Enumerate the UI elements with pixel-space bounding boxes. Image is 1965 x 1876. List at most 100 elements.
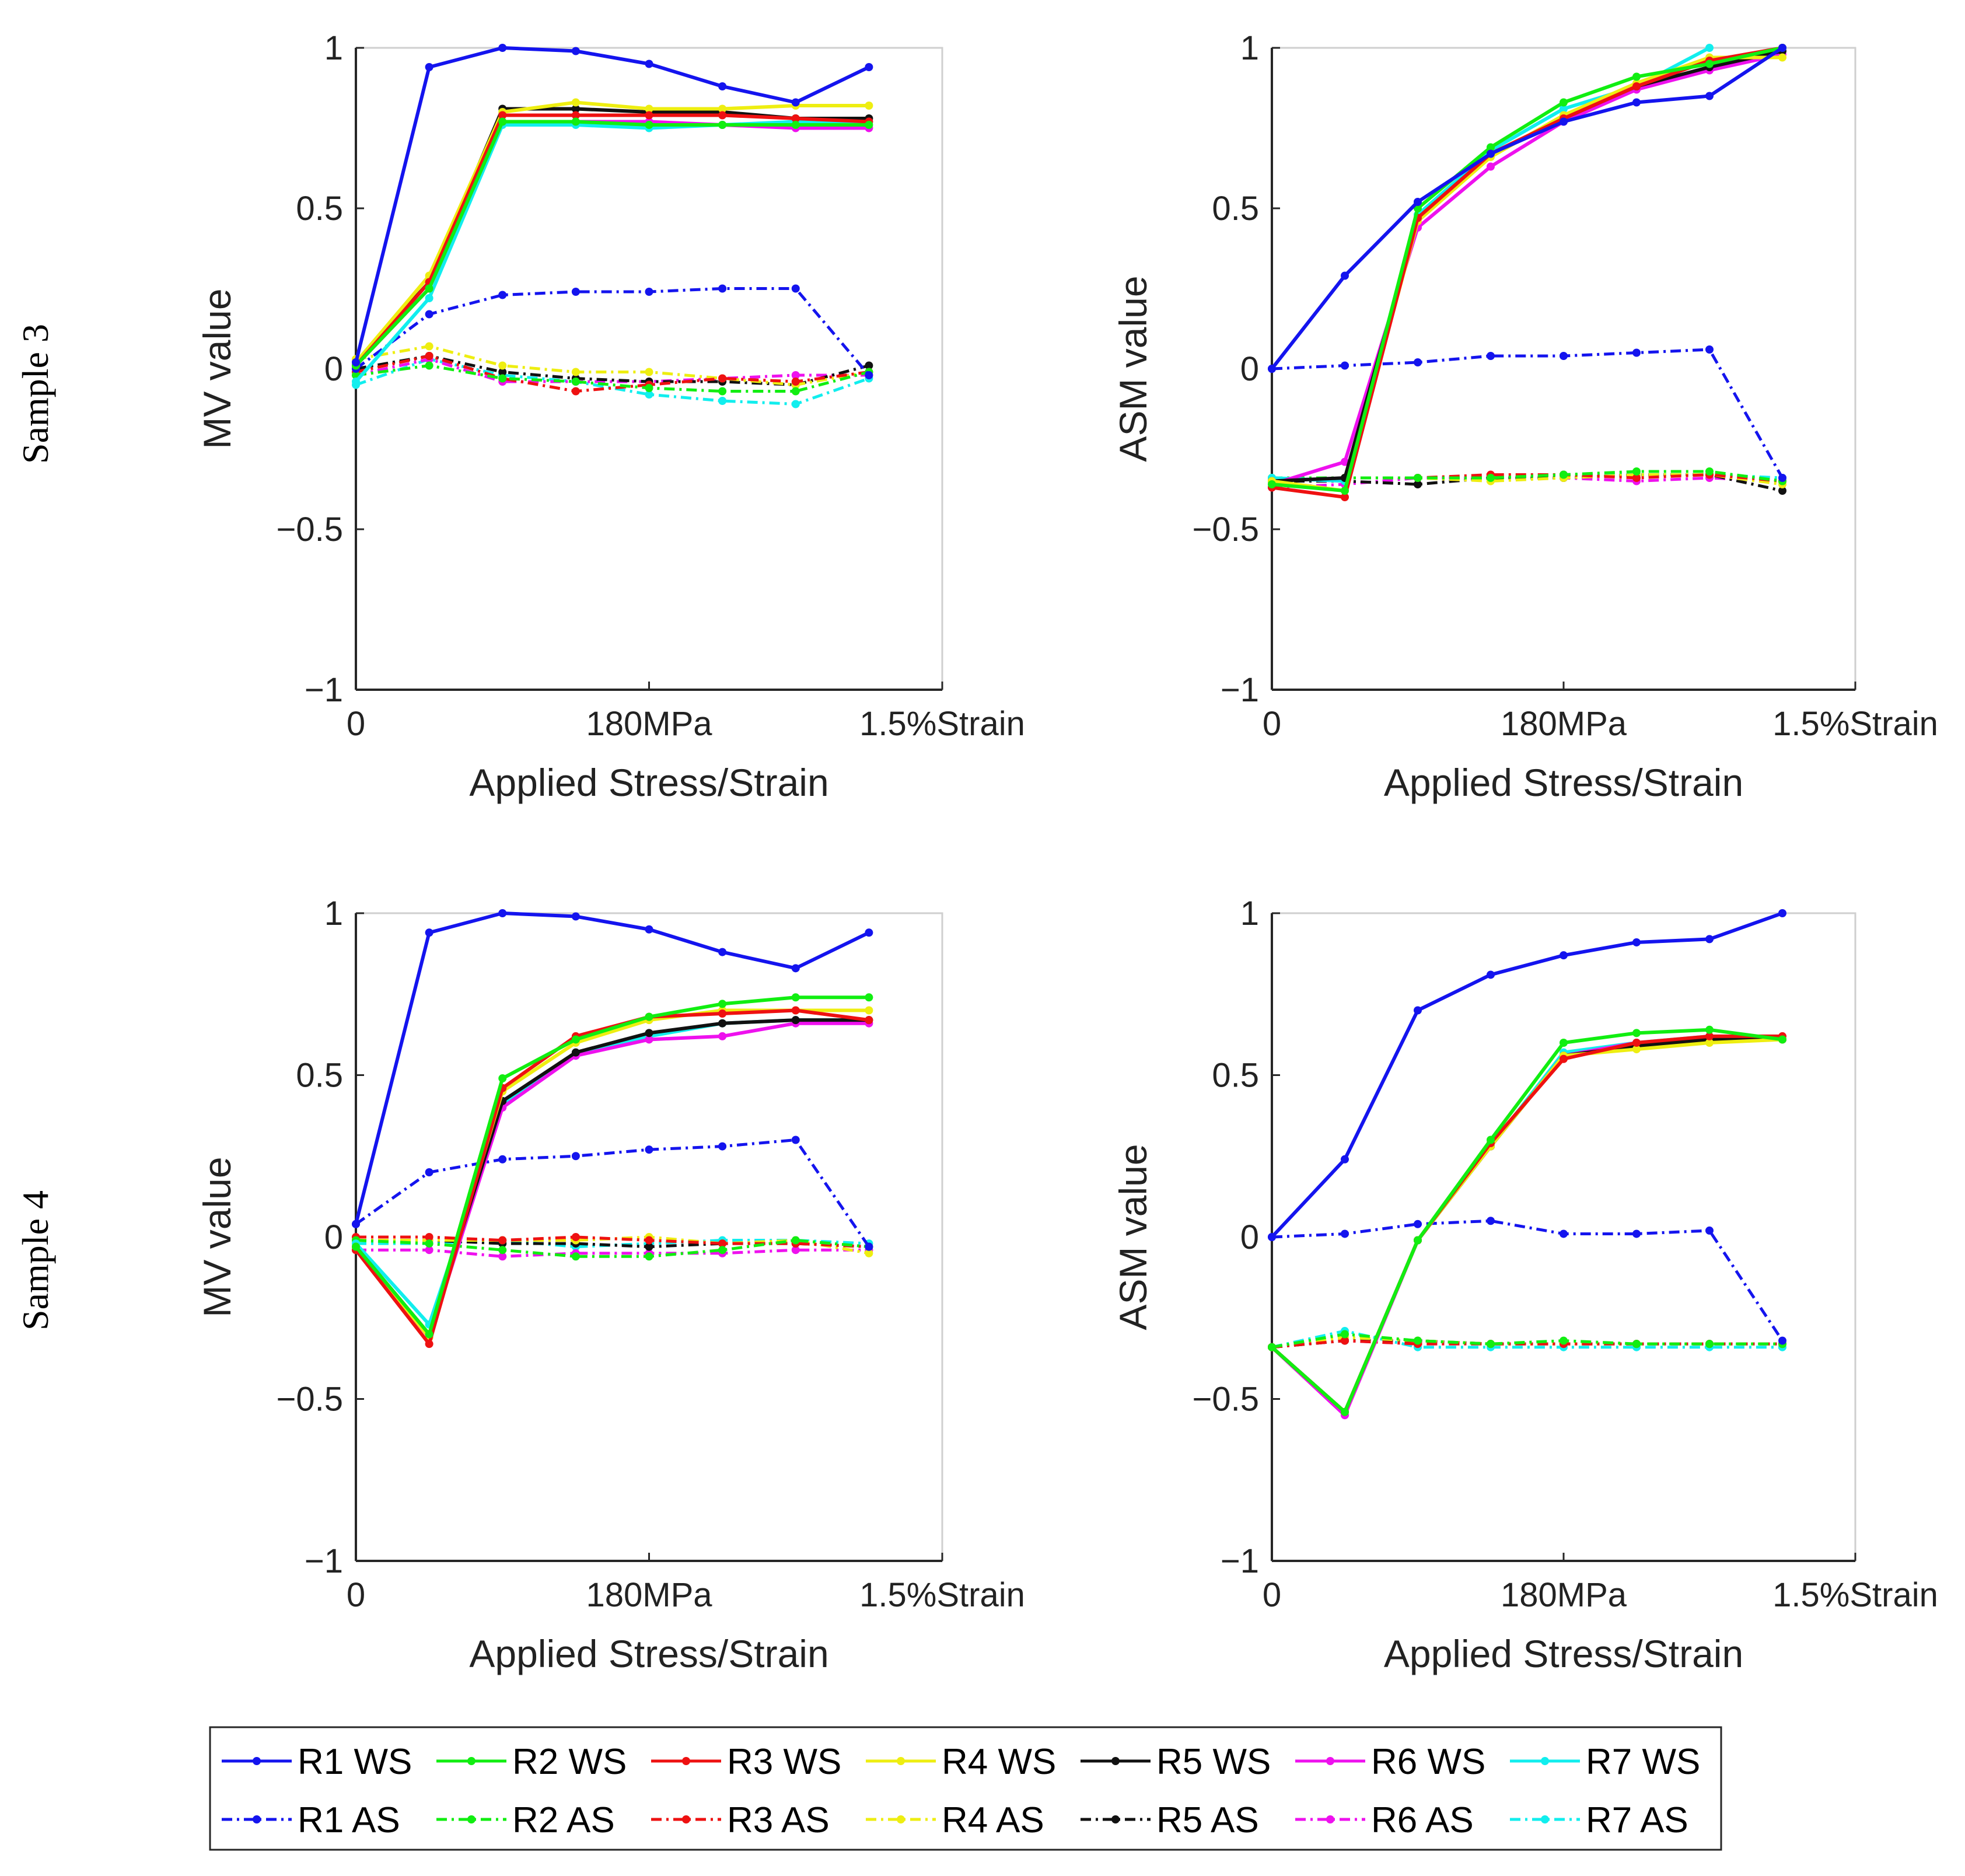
data-point <box>865 1242 873 1251</box>
data-point <box>1778 44 1786 52</box>
data-point <box>791 387 800 396</box>
legend-label: R6 AS <box>1371 1800 1474 1840</box>
data-point <box>1487 970 1495 979</box>
data-point <box>352 378 360 386</box>
data-point <box>571 1048 580 1057</box>
series-line <box>1271 473 1783 483</box>
data-point <box>865 63 873 71</box>
series-r1-ws <box>1268 44 1786 373</box>
data-point <box>1341 1407 1349 1416</box>
data-point <box>1632 348 1641 357</box>
data-point <box>791 1246 800 1255</box>
data-point <box>498 909 507 917</box>
data-point <box>1268 480 1276 488</box>
series-line <box>355 1239 869 1258</box>
legend-item-r5-as: R5 AS <box>1081 1800 1259 1840</box>
plot-area <box>1271 47 1856 691</box>
legend-item-r4-as: R4 AS <box>866 1800 1044 1840</box>
data-point <box>1778 53 1786 62</box>
data-point <box>1268 1343 1276 1351</box>
series-line <box>1271 53 1783 486</box>
data-point <box>498 1155 507 1164</box>
y-tick-label: 0 <box>324 350 343 388</box>
data-point <box>791 98 800 107</box>
series-line <box>354 911 870 1225</box>
data-point <box>1632 1229 1641 1238</box>
x-tick-label: 1.5%Strain <box>859 1576 1025 1614</box>
series-line <box>354 113 869 367</box>
series-line <box>1272 470 1783 483</box>
data-point <box>498 374 507 383</box>
x-tick-label: 180MPa <box>1501 705 1627 743</box>
data-point <box>1414 198 1422 206</box>
legend-marker <box>897 1757 905 1765</box>
data-point <box>498 111 507 120</box>
data-point <box>425 63 433 71</box>
data-point <box>498 1236 507 1245</box>
data-point <box>791 378 800 386</box>
x-axis-title: Applied Stress/Strain <box>469 1632 828 1675</box>
data-point <box>571 117 580 126</box>
data-point <box>1341 271 1349 280</box>
data-point <box>1341 457 1349 466</box>
data-point <box>718 1246 727 1255</box>
y-tick-label: −1 <box>1221 1542 1259 1580</box>
data-point <box>1705 935 1714 944</box>
data-point <box>718 104 727 113</box>
legend-item-r7-ws: R7 WS <box>1510 1742 1700 1782</box>
series-line <box>355 1138 870 1248</box>
data-point <box>1632 1045 1641 1054</box>
data-point <box>1705 345 1714 354</box>
data-point <box>1487 149 1495 158</box>
legend-label: R4 AS <box>942 1800 1044 1840</box>
data-point <box>791 371 800 379</box>
x-tick-label: 1.5%Strain <box>1772 705 1938 743</box>
x-tick-label: 180MPa <box>586 705 712 743</box>
data-point <box>425 294 433 302</box>
legend-label: R1 WS <box>298 1742 412 1782</box>
data-point <box>498 368 507 376</box>
legend-label: R4 WS <box>942 1742 1056 1782</box>
data-point <box>865 993 873 1002</box>
series-line <box>1271 476 1783 489</box>
series-line <box>1270 911 1784 1239</box>
data-point <box>571 111 580 120</box>
data-point <box>791 121 800 129</box>
legend-marker <box>1541 1757 1549 1765</box>
data-point <box>352 358 360 366</box>
data-point <box>645 390 653 399</box>
data-point <box>1560 117 1568 126</box>
data-point <box>1487 352 1495 360</box>
data-point <box>1414 474 1422 482</box>
legend-marker <box>682 1757 690 1765</box>
data-point <box>571 104 580 113</box>
data-point <box>718 1009 727 1018</box>
data-point <box>645 1145 653 1154</box>
data-point <box>791 114 800 123</box>
data-point <box>791 1136 800 1144</box>
data-point <box>1414 1006 1422 1015</box>
data-point <box>498 291 507 299</box>
series-line <box>1271 1333 1782 1349</box>
data-point <box>425 284 433 293</box>
legend-marker <box>897 1815 905 1823</box>
y-tick-label: 0 <box>324 1218 343 1256</box>
legend-marker <box>1111 1815 1120 1823</box>
y-tick-label: −1 <box>1221 671 1259 709</box>
data-point <box>1560 1054 1568 1063</box>
data-point <box>1632 1039 1641 1047</box>
series-r1-ws <box>1268 909 1786 1241</box>
data-point <box>645 1012 653 1021</box>
series-line <box>1270 46 1784 370</box>
series-line <box>355 345 869 386</box>
series-line <box>355 358 870 406</box>
data-point <box>1705 1340 1714 1349</box>
data-point <box>571 1252 580 1261</box>
y-tick-label: −0.5 <box>1193 1381 1260 1419</box>
series-line <box>356 1235 869 1249</box>
legend-label: R6 WS <box>1371 1742 1485 1782</box>
series-r1-as <box>352 284 873 379</box>
legend-item-r3-as: R3 AS <box>651 1800 830 1840</box>
